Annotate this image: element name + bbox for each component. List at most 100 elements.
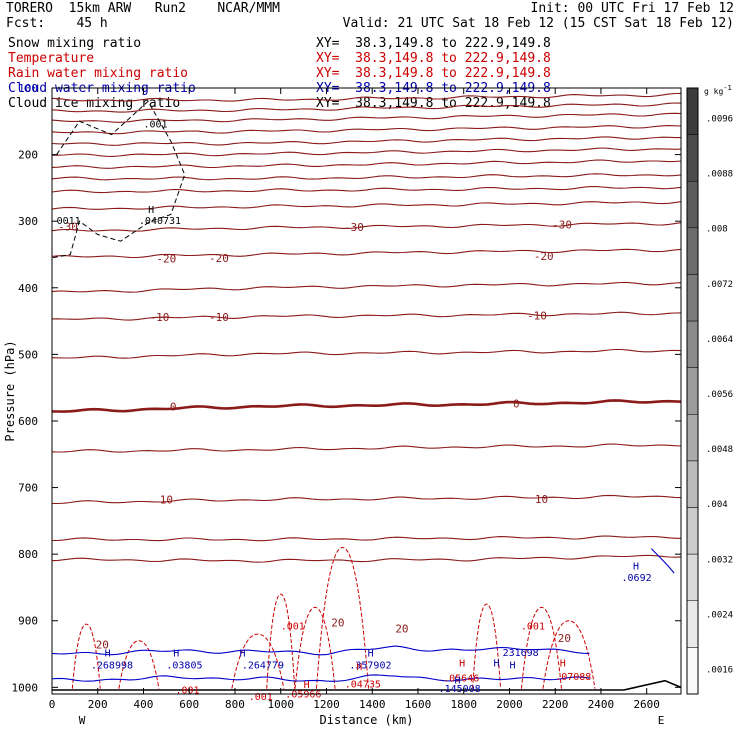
colorbar-swatch [686,87,699,135]
field-title-snow: Snow mixing ratio [8,36,142,51]
colorbar-tick-label: .0056 [706,390,733,400]
endpoint-left-label: W [79,714,86,727]
x-tick-label: 2200 [542,698,569,711]
field-value-label: H [105,649,111,660]
colorbar-swatch [686,320,699,368]
colorbar-swatch [686,134,699,182]
x-tick-label: 600 [179,698,199,711]
field-value-label: H [304,680,310,691]
cloud-water-contour [51,674,590,682]
colorbar-swatch [686,460,699,508]
field-value-label: .001 [143,119,167,130]
x-tick-label: 0 [49,698,56,711]
colorbar-tick-label: .0048 [706,445,733,455]
field-value-label: .05966 [285,689,321,700]
field-value-label: .357902 [349,661,391,672]
field-value-label: .07088 [555,672,591,683]
x-tick-label: 200 [88,698,108,711]
colorbar-swatch [686,367,699,415]
x-tick-label: 2000 [496,698,523,711]
field-value-label: 0011 [57,216,81,227]
y-tick-label: 700 [18,482,38,495]
temperature-contour-label: 10 [535,493,548,506]
colorbar-tick-label: .0064 [706,335,733,345]
cloud-water-contour [51,645,590,656]
colorbar-tick-label: .0096 [706,115,733,125]
cloud-water-contour [650,548,675,574]
colorbar-swatch [686,553,699,602]
field-xy-rain: XY= 38.3,149.8 to 222.9,149.8 [316,66,551,81]
x-tick-label: 1800 [450,698,477,711]
field-value-label: .264779 [242,661,284,672]
y-tick-label: 200 [18,149,38,162]
field-xy-temperature: XY= 38.3,149.8 to 222.9,149.8 [316,51,551,66]
rain-water-contour [315,546,369,689]
temperature-contour-line [51,112,682,123]
header-line2-left: Fcst: 45 h [6,16,108,31]
field-value-label: .001 [249,692,273,703]
colorbar-swatch [686,180,699,229]
field-value-label: .040731 [139,216,181,227]
temperature-contour-line [51,159,682,169]
colorbar-swatch [686,647,699,695]
field-value-label: .001 [176,685,200,696]
y-tick-label: 800 [18,548,38,561]
colorbar-swatch [686,600,699,648]
y-top-tick-label: 100 [18,82,38,95]
colorbar-unit-label: g kg-1 [704,84,732,96]
x-tick-label: 1200 [313,698,340,711]
field-value-label: H [560,659,566,670]
temperature-contour-label: -10 [209,311,229,324]
colorbar-tick-label: .0024 [706,610,733,620]
temperature-contour-line [51,136,681,146]
y-tick-label: 1000 [12,681,39,694]
plot-frame [51,87,682,695]
rain-water-contour [294,606,336,689]
x-axis-title: Distance (km) [320,713,414,727]
temperature-contour-label: 10 [160,494,173,507]
field-value-label: H [459,659,465,670]
temperature-contour-line [51,554,682,563]
x-tick-label: 400 [134,698,154,711]
x-tick-label: 1400 [359,698,386,711]
y-axis-title: Pressure (hPa) [3,340,17,441]
field-value-label: .0692 [622,573,652,584]
field-title-rain: Rain water mixing ratio [8,66,189,81]
colorbar-tick-label: .004 [706,500,728,510]
field-value-label: H [148,205,154,216]
temperature-contour-line [51,201,682,210]
temperature-contour-label: 20 [331,617,344,630]
colorbar-tick-label: .0016 [706,665,733,675]
field-value-label: .001 [521,621,545,632]
rain-water-contour [118,640,160,689]
y-tick-label: 900 [18,615,38,628]
field-value-label: H [368,649,374,660]
field-value-label: .001 [281,621,305,632]
temperature-contour-line [51,186,682,194]
header-line1-right: Init: 00 UTC Fri 17 Feb 12 [530,1,735,16]
field-value-label: H [455,675,461,686]
colorbar-swatch [686,274,699,322]
x-tick-label: 1600 [405,698,432,711]
colorbar-tick-label: .008 [706,225,728,235]
x-tick-label: 1000 [267,698,294,711]
field-value-label: H [356,662,362,673]
x-tick-label: 800 [225,698,245,711]
temperature-contour-label: -30 [344,221,364,234]
field-value-label: .04735 [345,679,381,690]
colorbar-tick-label: .0072 [706,280,733,290]
colorbar-swatch [686,227,699,275]
temperature-contour-label: -20 [156,252,176,265]
y-tick-label: 300 [18,215,38,228]
terrain-surface-line [52,679,682,691]
temperature-contour-label: -20 [209,252,229,265]
temperature-contour-line [52,147,682,157]
colorbar-swatch [686,507,699,555]
header-line2-right: Valid: 21 UTC Sat 18 Feb 12 (15 CST Sat … [342,16,734,31]
rain-water-contour [520,606,562,689]
rain-water-contour [266,593,296,689]
temperature-contour-label: -30 [552,219,572,232]
temperature-contour-line [51,248,682,259]
colorbar-unit-exponent: -1 [723,84,731,92]
